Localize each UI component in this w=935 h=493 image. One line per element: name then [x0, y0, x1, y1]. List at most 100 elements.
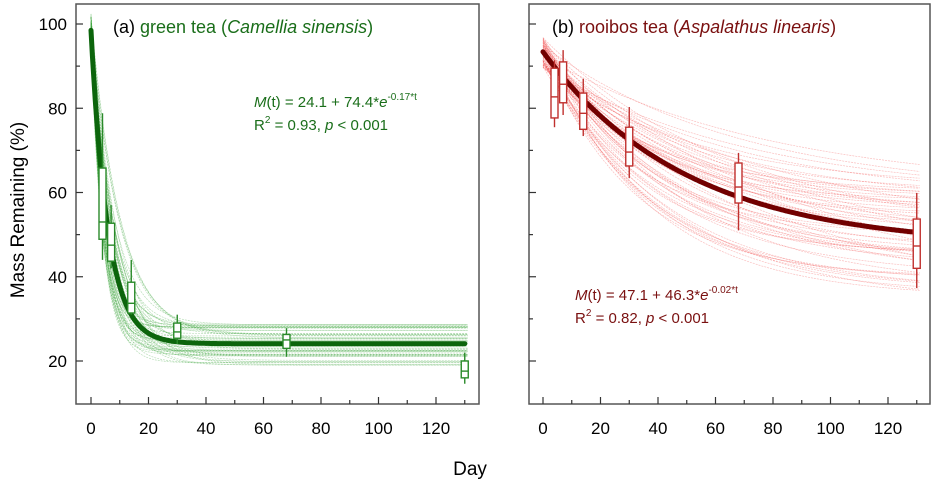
- r2-label: R: [575, 310, 586, 327]
- ensemble-curve: [90, 14, 468, 353]
- x-axis-title: Day: [453, 459, 487, 480]
- ensemble-curve: [90, 26, 468, 366]
- ensemble-curve: [90, 17, 468, 350]
- ensemble-curve: [542, 46, 920, 261]
- plot-frame: [528, 3, 931, 405]
- x-tick-label: 0: [86, 419, 95, 438]
- ensemble-curve: [542, 38, 920, 192]
- ensemble-curve: [90, 24, 468, 351]
- ensemble-curve: [90, 33, 468, 352]
- ensemble-curve: [542, 38, 920, 273]
- ensemble-curve: [90, 37, 468, 348]
- ensemble-curve: [542, 52, 920, 251]
- boxplot-day-4: [550, 60, 559, 128]
- boxplot-day-68: [734, 152, 743, 231]
- ensemble-curve: [90, 38, 468, 365]
- ensemble-curve: [90, 29, 468, 352]
- ensemble-curve: [542, 54, 920, 219]
- ensemble-curve: [90, 28, 468, 345]
- panel-a-equation: M(t) = 24.1 + 74.4*e-0.17*t: [254, 92, 417, 111]
- ensemble-curve: [542, 46, 920, 203]
- ensemble-curve: [90, 22, 468, 357]
- ensemble-curve: [90, 38, 468, 331]
- x-tick-label: 60: [706, 419, 725, 438]
- x-tick-label: 20: [139, 419, 158, 438]
- ensemble-curve: [542, 54, 920, 252]
- x-tick-label: 60: [254, 419, 273, 438]
- plot-area: [88, 13, 469, 384]
- ensemble-curve: [90, 43, 468, 328]
- plot-area: [540, 37, 921, 291]
- ensemble-curve: [90, 24, 468, 343]
- ensemble-curve: [90, 16, 468, 339]
- panel-a-stats: R2 = 0.93, p < 0.001: [254, 115, 388, 134]
- ensemble-curve: [90, 13, 468, 363]
- panel-a-common-name: green tea (: [140, 17, 227, 37]
- ensemble-curve: [90, 24, 468, 327]
- boxplot-box: [460, 360, 469, 379]
- ensemble-curve: [90, 30, 468, 335]
- ensemble-curve: [90, 16, 468, 366]
- panel-a-title: (a) green tea (Camellia sinensis): [113, 17, 373, 37]
- ensemble-curve: [90, 16, 468, 361]
- ensemble-curve: [90, 24, 468, 342]
- boxplot-day-68: [282, 328, 291, 357]
- panel-a-label: (a): [113, 17, 140, 37]
- ensemble-curve: [90, 27, 468, 355]
- x-tick-label: 100: [364, 419, 392, 438]
- boxplot-box: [173, 322, 182, 339]
- ensemble-curve: [542, 41, 920, 275]
- ensemble-curve: [542, 54, 920, 227]
- panel-b-common-name: rooibos tea (: [579, 17, 679, 37]
- panel-a-species: Camellia sinensis: [227, 17, 367, 37]
- ensemble-curve: [542, 56, 920, 203]
- eq-lhs: M: [254, 94, 267, 111]
- ensemble-curve: [542, 44, 920, 231]
- ensemble-curve: [542, 43, 920, 291]
- ensemble-curve: [542, 61, 920, 282]
- y-tick-label: 40: [48, 268, 67, 287]
- ensemble-curve: [542, 60, 920, 233]
- ensemble-curve: [90, 30, 468, 326]
- ensemble-curve: [90, 34, 468, 354]
- ensemble-curve: [90, 42, 468, 339]
- boxplot-day-130: [460, 352, 469, 384]
- ensemble-curve: [542, 67, 920, 223]
- boxplot-box: [625, 126, 634, 167]
- y-tick-label: 60: [48, 184, 67, 203]
- ensemble-curve: [542, 55, 920, 165]
- panel-green-tea: 0 20 40 60 80 100 120 20 40 60 80 100 (a) green tea…: [39, 3, 480, 438]
- ensemble-curve: [90, 21, 468, 325]
- ensemble-curve: [90, 21, 468, 364]
- p-value: < 0.001: [333, 117, 388, 134]
- ensemble-curve: [542, 64, 920, 261]
- y-tick-label: 100: [39, 15, 67, 34]
- ensemble-curve: [90, 42, 468, 341]
- ensemble-curve: [542, 55, 920, 212]
- x-tick-label: 120: [874, 419, 902, 438]
- r2-label: R: [254, 117, 265, 134]
- fitted-curve: [540, 49, 920, 235]
- eq-arg: (t): [267, 94, 281, 111]
- p-value: < 0.001: [654, 310, 709, 327]
- boxplot-box: [550, 67, 559, 119]
- boxplot-day-30: [173, 314, 182, 345]
- fitted-curve: [88, 27, 468, 347]
- x-tick-label: 40: [197, 419, 216, 438]
- panel-b-title: (b) rooibos tea (Aspalathus linearis): [552, 17, 836, 37]
- boxplot-day-4: [98, 113, 107, 260]
- r2-sup: 2: [586, 308, 592, 319]
- plot-frame: [75, 3, 480, 405]
- ensemble-curve: [90, 32, 468, 335]
- ensemble-curve: [542, 42, 920, 192]
- ensemble-curve: [542, 66, 920, 253]
- ensemble-curve: [542, 64, 920, 242]
- x-tick-label: 120: [422, 419, 450, 438]
- ensemble-curve: [542, 61, 920, 182]
- ensemble-curve: [90, 25, 468, 357]
- ensemble-curve: [90, 17, 468, 328]
- ensemble-curve: [90, 17, 468, 356]
- eq-lhs: M: [575, 287, 588, 304]
- ensemble-curve: [542, 39, 920, 258]
- p-label: p: [645, 310, 654, 327]
